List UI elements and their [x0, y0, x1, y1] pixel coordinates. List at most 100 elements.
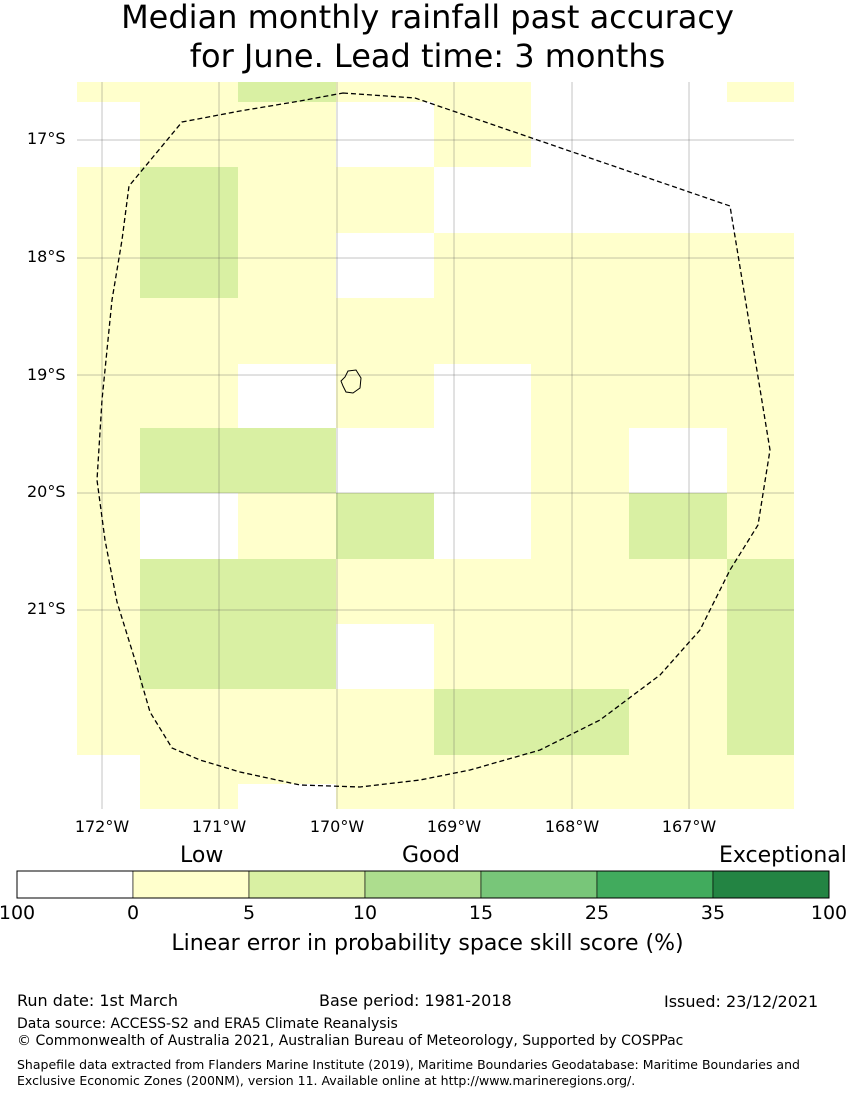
skill-cell	[727, 493, 794, 559]
skill-cell	[140, 755, 238, 809]
skill-cell	[629, 298, 727, 364]
legend-tick: 35	[700, 902, 726, 924]
colorbar	[16, 870, 830, 899]
skill-cell	[629, 755, 727, 809]
skill-cell	[629, 624, 727, 689]
skill-cell	[531, 624, 629, 689]
skill-cell	[531, 298, 629, 364]
skill-cell	[238, 167, 336, 233]
skill-cell	[531, 428, 629, 493]
title-line-2: for June. Lead time: 3 months	[189, 37, 666, 75]
base-period: Base period: 1981-2018	[319, 991, 512, 1010]
skill-cell	[434, 82, 531, 102]
skill-cell	[238, 428, 336, 493]
skill-cell	[434, 298, 531, 364]
skill-cell	[238, 102, 336, 167]
colorbar-segment	[480, 870, 598, 899]
legend-tick: 100	[0, 902, 36, 924]
legend-tick: 25	[584, 902, 610, 924]
legend-tick: 100	[810, 902, 848, 924]
legend-category-low: Low	[180, 843, 224, 868]
skill-cell	[629, 559, 727, 624]
skill-cell	[336, 364, 434, 428]
skill-cell	[727, 82, 794, 102]
copyright: © Commonwealth of Australia 2021, Austra…	[17, 1033, 684, 1049]
shapefile-credit: Shapefile data extracted from Flanders M…	[17, 1057, 800, 1088]
colorbar-segment	[16, 870, 134, 899]
lon-label-170w: 170°W	[309, 817, 365, 836]
skill-cell	[336, 689, 434, 755]
skill-cell	[238, 559, 336, 624]
skill-cell	[434, 102, 531, 167]
skill-cell	[629, 493, 727, 559]
skill-cell	[336, 559, 434, 624]
skill-cell	[727, 233, 794, 298]
skill-cell	[336, 493, 434, 559]
skill-cell	[140, 82, 238, 102]
run-date: Run date: 1st March	[17, 991, 178, 1010]
skill-cell	[336, 167, 434, 233]
lat-label-17s: 17°S	[27, 129, 66, 148]
skill-cell	[727, 364, 794, 428]
skill-cell	[629, 689, 727, 755]
skill-cell	[531, 755, 629, 809]
niue-island-outline	[340, 369, 362, 394]
skill-cell	[140, 102, 238, 167]
skill-cell	[77, 364, 140, 428]
skill-cell	[238, 298, 336, 364]
lat-label-20s: 20°S	[27, 482, 66, 501]
skill-cell	[434, 233, 531, 298]
skill-cell	[77, 233, 140, 298]
skill-cell	[238, 233, 336, 298]
skill-cell	[140, 624, 238, 689]
skill-cell	[140, 167, 238, 233]
skill-cell	[531, 559, 629, 624]
chart-title: Median monthly rainfall past accuracy fo…	[0, 0, 855, 76]
skill-cell	[140, 428, 238, 493]
colorbar-segment	[132, 870, 250, 899]
colorbar-segment	[364, 870, 482, 899]
skill-cell	[238, 493, 336, 559]
skill-cell	[140, 298, 238, 364]
skill-cell	[238, 689, 336, 755]
skill-cell	[531, 364, 629, 428]
skill-cell	[77, 82, 140, 102]
skill-cell	[727, 428, 794, 493]
colorbar-segment	[596, 870, 714, 899]
skill-cell	[140, 559, 238, 624]
lat-label-21s: 21°S	[27, 599, 66, 618]
legend-title: Linear error in probability space skill …	[171, 931, 684, 956]
lat-label-19s: 19°S	[27, 365, 66, 384]
lon-label-172w: 172°W	[74, 817, 130, 836]
skill-cell	[77, 624, 140, 689]
lon-label-169w: 169°W	[426, 817, 482, 836]
skill-cell	[238, 755, 336, 784]
legend-category-exceptional: Exceptional	[719, 843, 847, 868]
lat-label-18s: 18°S	[27, 247, 66, 266]
skill-cell	[336, 755, 434, 809]
legend-tick: 5	[242, 902, 256, 924]
skill-cell	[434, 755, 531, 809]
skill-cell	[140, 689, 238, 755]
skill-cell	[77, 559, 140, 624]
title-line-1: Median monthly rainfall past accuracy	[121, 0, 734, 36]
lon-label-171w: 171°W	[191, 817, 247, 836]
skill-grid	[77, 82, 794, 809]
skill-cell	[629, 364, 727, 428]
skill-cell	[77, 493, 140, 559]
skill-cell	[727, 624, 794, 689]
skill-cell	[727, 298, 794, 364]
issued-date: Issued: 23/12/2021	[664, 992, 819, 1011]
skill-cell	[434, 689, 531, 755]
skill-cell	[140, 364, 238, 428]
map-gridlines	[77, 82, 794, 809]
skill-cell	[531, 233, 629, 298]
skill-cell	[77, 428, 140, 493]
legend-tick: 15	[468, 902, 494, 924]
lon-label-167w: 167°W	[661, 817, 717, 836]
skill-cell	[434, 624, 531, 689]
legend-tick: 10	[352, 902, 378, 924]
lon-label-168w: 168°W	[544, 817, 600, 836]
legend-tick: 0	[126, 902, 140, 924]
